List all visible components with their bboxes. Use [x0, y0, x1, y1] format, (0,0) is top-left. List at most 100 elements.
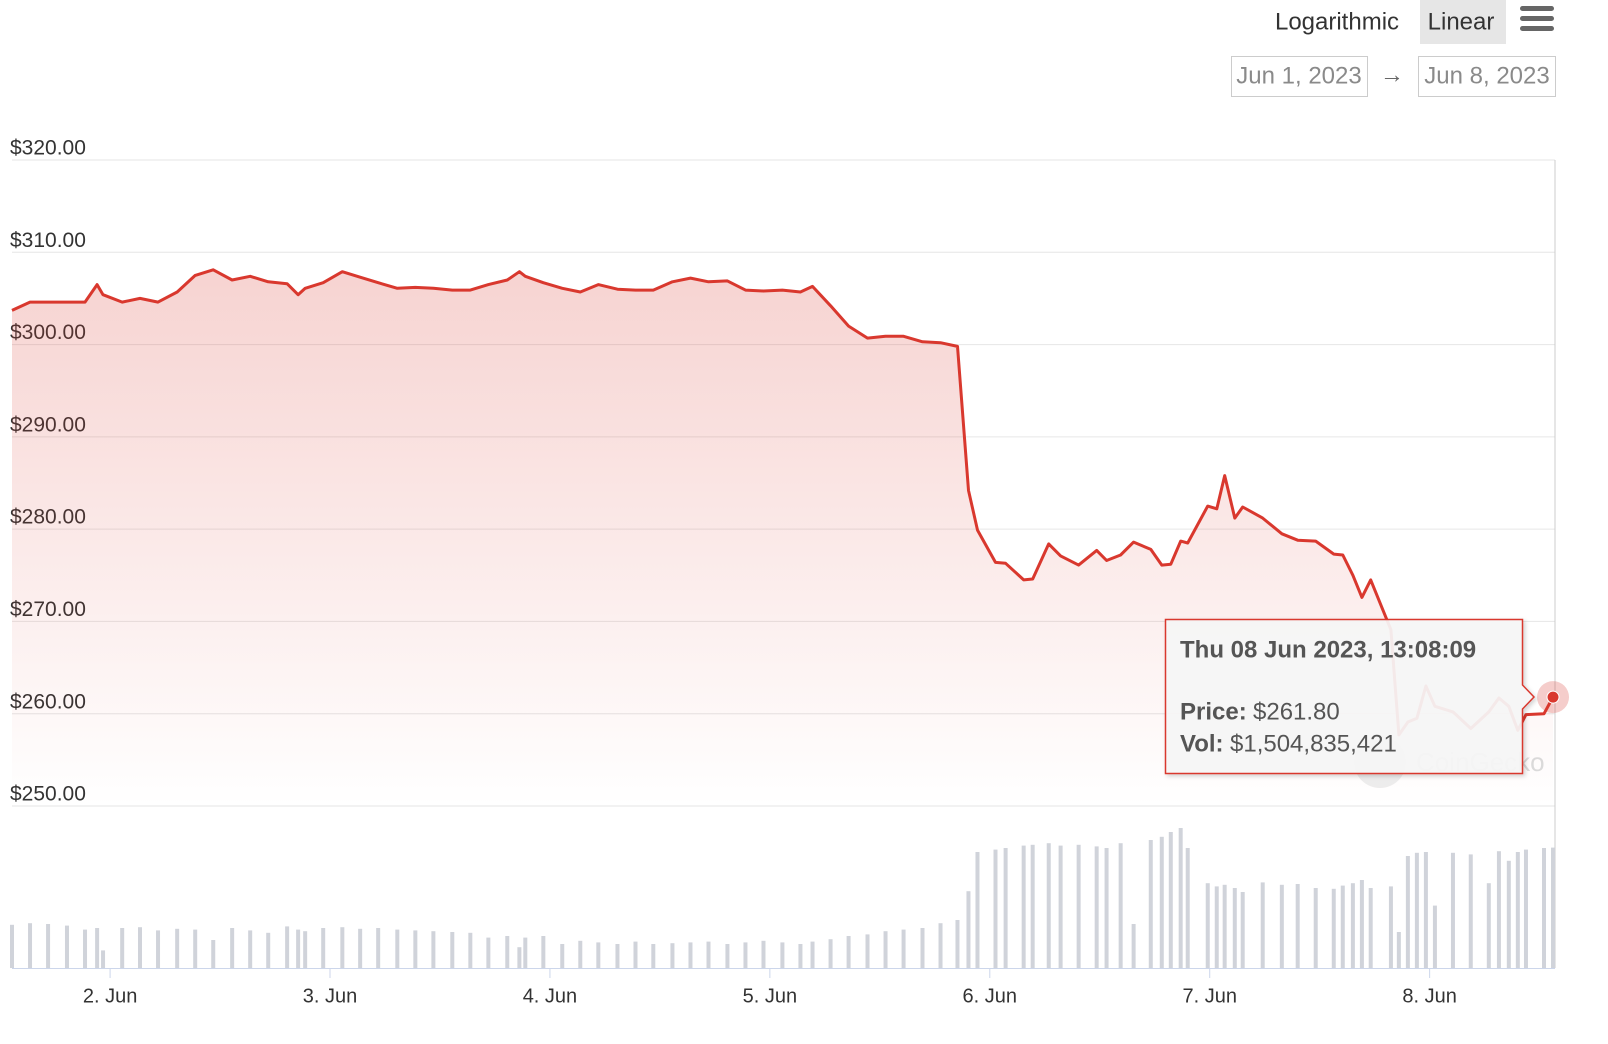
volume-bar — [1260, 882, 1265, 968]
volume-bar — [1279, 884, 1284, 968]
volume-bar — [670, 943, 675, 968]
volume-bar — [1313, 888, 1318, 968]
scale-option[interactable]: Logarithmic — [1275, 8, 1399, 35]
volume-bar — [266, 932, 271, 968]
menu-bar — [1520, 26, 1554, 31]
volume-bar — [1496, 851, 1501, 968]
menu-bar — [1520, 16, 1554, 21]
volume-bar — [1350, 883, 1355, 968]
volume-bar — [1094, 846, 1099, 968]
volume-bar — [1021, 845, 1026, 968]
volume-bar — [1168, 832, 1173, 968]
volume-bar — [761, 940, 766, 968]
volume-bar — [1118, 843, 1123, 968]
volume-bar — [1523, 849, 1528, 968]
volume-bar — [975, 852, 980, 968]
volume-bar — [578, 940, 583, 968]
scale-option[interactable]: Linear — [1428, 8, 1495, 35]
volume-bar — [1551, 847, 1556, 968]
volume-bar — [743, 942, 748, 968]
volume-bar — [1359, 880, 1364, 968]
plot-area: $250.00$260.00$270.00$280.00$290.00$300.… — [10, 137, 1570, 1007]
tooltip-price: $261.80 — [1253, 698, 1340, 725]
volume-bar — [64, 925, 69, 968]
volume-bar — [1368, 888, 1373, 968]
volume-bar — [376, 928, 381, 968]
volume-bar — [505, 936, 510, 968]
volume-bar — [28, 923, 33, 968]
volume-bar — [1414, 852, 1419, 968]
volume-bar — [303, 931, 308, 968]
volume-bar — [1058, 845, 1063, 968]
volume-bar — [395, 929, 400, 968]
volume-bar — [883, 931, 888, 968]
volume-bar — [193, 929, 198, 968]
volume-bar — [810, 941, 815, 968]
tooltip: Thu 08 Jun 2023, 13:08:09 Price: $261.80 Vo… — [1164, 618, 1536, 775]
date-input-box[interactable] — [1418, 56, 1556, 97]
tooltip-box — [1164, 618, 1536, 775]
volume-bar — [920, 928, 925, 968]
volume-bar — [1178, 828, 1183, 968]
volume-bar — [780, 942, 785, 968]
volume-bar — [431, 931, 436, 968]
volume-bar — [175, 928, 180, 968]
volume-bar — [517, 947, 522, 968]
volume-bar — [1515, 852, 1520, 968]
volume-bar — [120, 928, 125, 968]
volume-bar — [1423, 852, 1428, 968]
volume-bar — [865, 934, 870, 968]
volume-bar — [296, 929, 301, 968]
date-from[interactable]: Jun 1, 2023 — [1236, 62, 1361, 89]
volume-bar — [1388, 886, 1393, 968]
volume-bar — [1295, 884, 1300, 968]
volume-bar — [450, 932, 455, 968]
volume-bar — [1405, 856, 1410, 968]
volume-bar — [706, 941, 711, 968]
date-to[interactable]: Jun 8, 2023 — [1424, 62, 1549, 89]
y-tick-label: $310.00 — [10, 229, 86, 252]
volume-bar — [1185, 848, 1190, 968]
volume-bar — [798, 944, 803, 968]
volume-bar — [10, 924, 14, 968]
volume-bar — [1432, 905, 1437, 968]
volume-bar — [340, 927, 345, 968]
menu-bar — [1520, 6, 1554, 11]
option-bg — [1420, 0, 1506, 44]
volume-bar — [541, 936, 546, 968]
volume-bar — [46, 924, 51, 968]
volume-bar — [596, 942, 601, 968]
x-tick-label: 3. Jun — [303, 985, 357, 1007]
y-tick-label: $320.00 — [10, 137, 86, 160]
price-line — [11, 268, 1555, 737]
x-tick-label: 6. Jun — [963, 985, 1017, 1007]
volume-bar — [230, 928, 235, 968]
menu-button[interactable] — [1520, 6, 1554, 31]
volume-bar — [993, 849, 998, 968]
tooltip-price-label: Price: — [1180, 698, 1247, 725]
hover-point — [1546, 690, 1560, 704]
volume-bar — [523, 937, 528, 968]
volume-bar — [1542, 848, 1547, 968]
x-tick-label: 2. Jun — [83, 985, 137, 1007]
volume-bar — [486, 937, 491, 968]
volume-bar — [1148, 840, 1153, 968]
volume-bar — [1076, 844, 1081, 968]
volume-bar — [938, 923, 943, 968]
volume-bar — [1030, 844, 1035, 968]
volume-bar — [1205, 883, 1210, 968]
volume-bar — [1240, 892, 1245, 968]
volume-bar — [83, 929, 88, 968]
volume-bar — [1214, 886, 1219, 968]
date-arrow: → — [1380, 61, 1404, 88]
volume-bar — [156, 930, 161, 968]
volume-bar — [1222, 884, 1227, 968]
x-tick-label: 5. Jun — [743, 985, 797, 1007]
volume-bar — [1131, 924, 1136, 968]
date-input-box[interactable] — [1231, 56, 1368, 97]
volume-bar — [633, 941, 638, 968]
volume-bar — [101, 950, 106, 968]
volume-bar — [1468, 854, 1473, 968]
volume-bar — [95, 928, 100, 968]
